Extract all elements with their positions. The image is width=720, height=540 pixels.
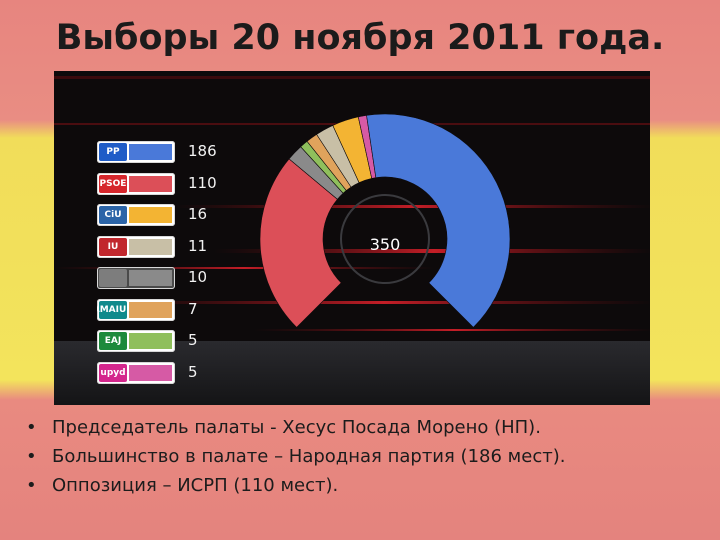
party-seats-label: 7 bbox=[188, 299, 198, 318]
party-color-stripe bbox=[129, 207, 172, 223]
party-logo: IU bbox=[99, 237, 127, 256]
bullet-item: • Председатель палаты - Хесус Посада Море… bbox=[26, 417, 541, 438]
party-seats-label: 11 bbox=[188, 236, 208, 255]
bullet-list: • Председатель палаты - Хесус Посада Море… bbox=[26, 413, 565, 500]
party-logo: PSOE bbox=[99, 174, 127, 193]
party-badge: PP bbox=[97, 141, 175, 163]
party-seats-label: 186 bbox=[188, 142, 217, 160]
party-seats-label: 5 bbox=[188, 362, 198, 381]
slide-title: Выборы 20 ноября 2011 года. bbox=[55, 18, 665, 58]
seat-arc bbox=[259, 113, 511, 328]
party-logo: PP bbox=[99, 143, 127, 161]
election-graphic: PP186PSOE110CiU16IU1110AMAIUR7EAJ5upyd5 … bbox=[54, 71, 650, 405]
party-badge: upyd bbox=[97, 361, 175, 384]
party-seats-label: 10 bbox=[188, 268, 208, 286]
party-logo: CiU bbox=[99, 206, 127, 224]
party-color-stripe bbox=[129, 333, 172, 349]
party-seats-label: 5 bbox=[188, 331, 198, 349]
party-badge: EAJ bbox=[97, 330, 175, 352]
party-color-stripe bbox=[129, 301, 172, 318]
arc-slice bbox=[366, 113, 511, 328]
party-badge bbox=[97, 267, 175, 289]
bullet-item: • Оппозиция – ИСРП (110 мест). bbox=[26, 475, 339, 496]
party-logo: upyd bbox=[99, 363, 127, 382]
party-seats-label: 110 bbox=[188, 173, 217, 192]
party-color-stripe bbox=[129, 270, 172, 286]
party-logo: AMAIUR bbox=[97, 300, 133, 319]
party-badge: AMAIUR bbox=[97, 298, 175, 321]
party-badge: CiU bbox=[97, 204, 175, 226]
total-seats-label: 350 bbox=[369, 235, 401, 254]
party-color-stripe bbox=[129, 364, 172, 381]
party-badge: PSOE bbox=[97, 172, 175, 195]
arc-hub-ring bbox=[340, 194, 430, 284]
party-logo bbox=[99, 269, 127, 287]
bullet-item: • Большинство в палате – Народная партия … bbox=[26, 446, 566, 467]
party-color-stripe bbox=[129, 144, 172, 160]
party-seats-label: 16 bbox=[188, 205, 208, 223]
party-badge: IU bbox=[97, 235, 175, 258]
party-color-stripe bbox=[129, 175, 172, 192]
arc-slice bbox=[259, 158, 342, 328]
party-logo: EAJ bbox=[99, 332, 127, 350]
party-color-stripe bbox=[129, 238, 172, 255]
